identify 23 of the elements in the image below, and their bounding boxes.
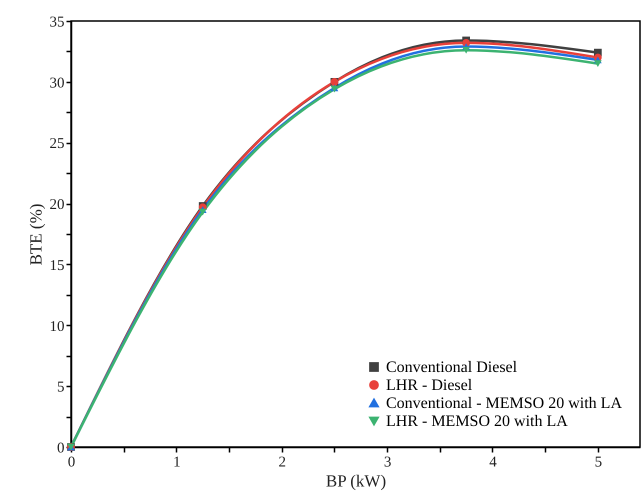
x-tick-label: 5 bbox=[594, 454, 602, 470]
y-axis-title: BTE (%) bbox=[26, 204, 46, 266]
legend-label: LHR - Diesel bbox=[386, 377, 473, 394]
point bbox=[198, 208, 207, 216]
y-tick-label: 10 bbox=[50, 318, 64, 335]
y-tick-label: 15 bbox=[50, 258, 64, 274]
legend-label: Conventional Diesel bbox=[386, 359, 518, 376]
point bbox=[462, 46, 470, 54]
y-tick-label: 20 bbox=[50, 197, 64, 214]
x-tick-label: 3 bbox=[384, 454, 392, 470]
legend-label: Conventional - MEMSO 20 with LA bbox=[386, 395, 622, 412]
y-tick-label: 35 bbox=[50, 14, 64, 30]
x-axis-title: BP (kW) bbox=[326, 472, 386, 490]
point bbox=[594, 60, 602, 67]
x-tick-label: 1 bbox=[173, 454, 181, 470]
y-tick-label: 5 bbox=[57, 380, 64, 396]
x-tick-label: 4 bbox=[489, 454, 498, 470]
y-tick-label: 30 bbox=[50, 75, 64, 92]
y-tick-label: 25 bbox=[50, 136, 64, 152]
x-tick-label: 2 bbox=[278, 454, 286, 470]
x-tick-label: 0 bbox=[68, 454, 76, 470]
legend-label: LHR - MEMSO 20 with LA bbox=[386, 413, 568, 430]
y-tick-label: 0 bbox=[57, 440, 64, 456]
